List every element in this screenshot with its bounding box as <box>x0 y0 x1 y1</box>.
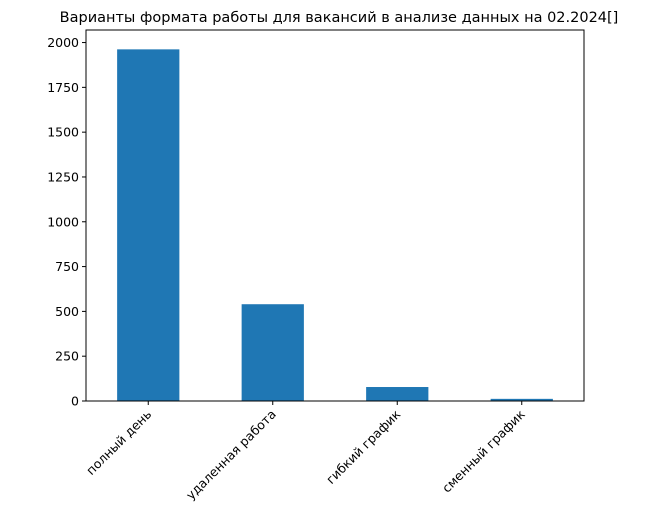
y-tick-label-5: 1250 <box>47 169 79 184</box>
bar-2 <box>366 387 429 401</box>
y-tick-label-8: 2000 <box>47 35 79 50</box>
x-axis: полный день удаленная работа гибкий график… <box>83 401 528 503</box>
y-tick-label-1: 250 <box>55 349 79 364</box>
x-tick-label-1: удаленная работа <box>183 407 279 503</box>
x-tick-label-2: гибкий график <box>323 406 404 487</box>
y-tick-label-4: 1000 <box>47 214 79 229</box>
chart-title: Варианты формата работы для вакансий в а… <box>60 10 619 26</box>
plot-frame <box>85 29 585 402</box>
x-tick-label-3: сменный график <box>439 406 528 495</box>
bar-0 <box>117 49 180 402</box>
y-axis: 0 250 500 750 1000 1250 1500 1750 2000 <box>47 35 86 409</box>
bar-3 <box>490 398 553 401</box>
bars-layer <box>117 49 553 402</box>
y-tick-label-3: 750 <box>55 259 79 274</box>
x-tick-label-0: полный день <box>83 407 154 478</box>
y-tick-label-6: 1500 <box>47 125 79 140</box>
y-tick-label-7: 1750 <box>47 80 79 95</box>
y-tick-label-2: 500 <box>55 304 79 319</box>
y-tick-label-0: 0 <box>71 394 79 409</box>
bar-1 <box>241 304 304 401</box>
